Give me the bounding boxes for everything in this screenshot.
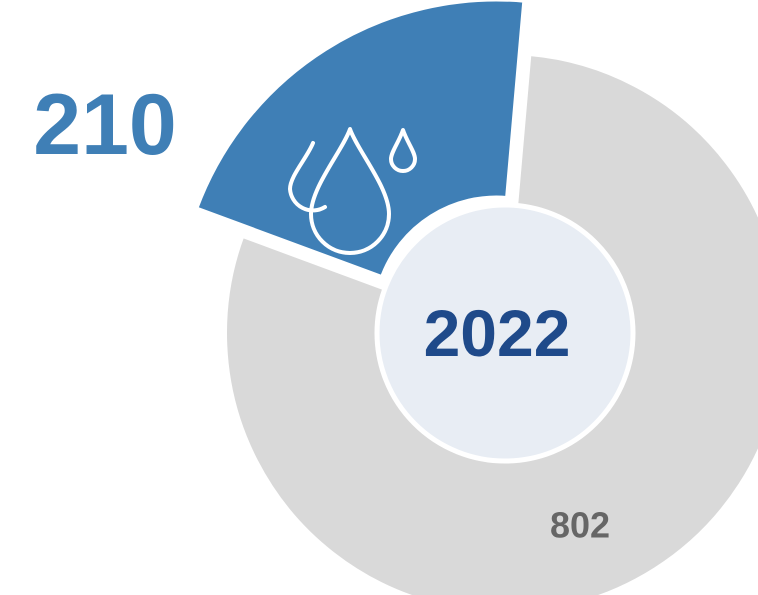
water-drops-icon [288, 127, 417, 255]
medium-drop-icon [288, 141, 327, 213]
small-drop-icon [389, 128, 417, 173]
center-year-label: 2022 [424, 296, 571, 370]
large-drop-icon [309, 127, 391, 255]
center-disc [374, 202, 636, 464]
other-slice-value-label: 802 [550, 505, 610, 546]
slices-layer [193, 0, 758, 595]
highlight-slice [193, 0, 527, 280]
highlight-slice-value-label: 210 [33, 77, 177, 173]
